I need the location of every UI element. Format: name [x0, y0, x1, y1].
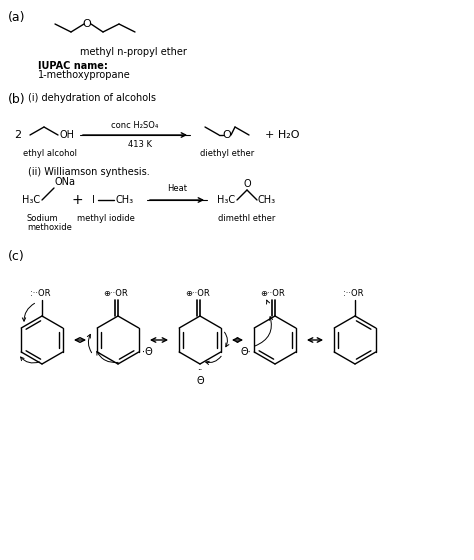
Text: H₃C: H₃C: [217, 195, 235, 205]
Text: (i) dehydration of alcohols: (i) dehydration of alcohols: [28, 93, 156, 103]
Text: 413 K: 413 K: [128, 140, 152, 149]
Text: (c): (c): [8, 250, 25, 263]
Text: methyl n-propyl ether: methyl n-propyl ether: [80, 47, 187, 57]
Text: +: +: [71, 193, 83, 207]
Text: + H₂O: + H₂O: [265, 130, 300, 140]
Text: Θ: Θ: [196, 376, 204, 386]
Text: H₃C: H₃C: [22, 195, 40, 205]
Text: 1-methoxypropane: 1-methoxypropane: [38, 70, 131, 80]
Text: methoxide: methoxide: [27, 223, 72, 232]
Text: ethyl alcohol: ethyl alcohol: [23, 149, 77, 158]
Text: 2: 2: [14, 130, 21, 140]
Text: (b): (b): [8, 93, 26, 106]
Text: ⊕··OR: ⊕··OR: [104, 289, 128, 298]
Text: O: O: [223, 130, 231, 140]
Text: Θ⋅: Θ⋅: [240, 347, 251, 357]
Text: dimethl ether: dimethl ether: [219, 214, 276, 223]
Text: :··OR: :··OR: [343, 289, 363, 298]
Text: diethyl ether: diethyl ether: [200, 149, 254, 158]
Text: OH: OH: [60, 130, 75, 140]
Text: :··OR: :··OR: [30, 289, 50, 298]
Text: methyl iodide: methyl iodide: [77, 214, 135, 223]
Text: ONa: ONa: [55, 177, 76, 187]
Text: ⊕··OR: ⊕··OR: [186, 289, 210, 298]
Text: CH₃: CH₃: [116, 195, 134, 205]
Text: Heat: Heat: [167, 184, 187, 193]
Text: Sodium: Sodium: [27, 214, 59, 223]
Text: O: O: [82, 19, 91, 29]
Text: I: I: [92, 195, 95, 205]
Text: O: O: [243, 179, 251, 189]
Text: (a): (a): [8, 11, 26, 24]
Text: ⋅⋅: ⋅⋅: [197, 365, 202, 374]
Text: ⊕··OR: ⊕··OR: [261, 289, 285, 298]
Text: conc H₂SO₄: conc H₂SO₄: [111, 121, 159, 130]
Text: IUPAC name:: IUPAC name:: [38, 61, 108, 71]
Text: ⋅Θ: ⋅Θ: [142, 347, 153, 357]
Text: CH₃: CH₃: [258, 195, 276, 205]
Text: (ii) Williamson synthesis.: (ii) Williamson synthesis.: [28, 167, 150, 177]
